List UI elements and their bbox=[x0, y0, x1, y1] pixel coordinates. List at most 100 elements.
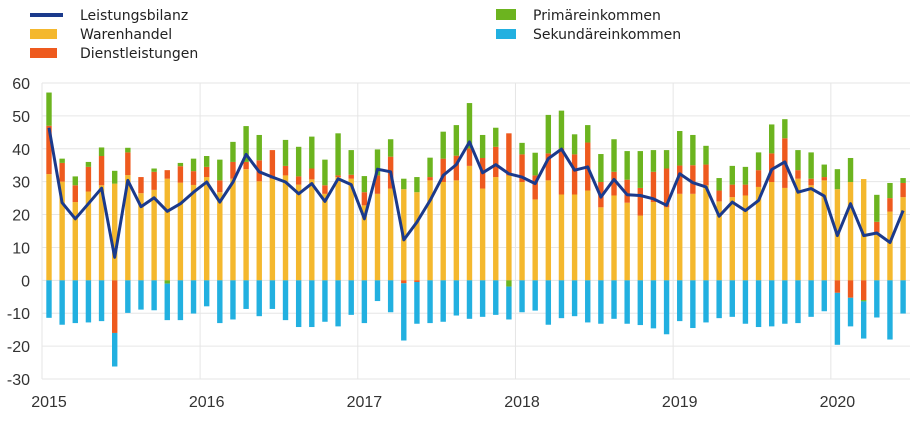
legend-swatch-line bbox=[30, 13, 63, 17]
bar-sekundaereinkommen bbox=[821, 280, 827, 312]
bar-dienstleistungen bbox=[361, 192, 368, 206]
bar-dienstleistungen bbox=[98, 156, 105, 186]
bar-warenhandel bbox=[611, 195, 617, 281]
bar-dienstleistungen bbox=[755, 170, 762, 187]
bar-primaereinkommen bbox=[716, 178, 722, 191]
bar-dienstleistungen bbox=[860, 280, 867, 301]
bar-primaereinkommen bbox=[85, 161, 92, 167]
bar-warenhandel bbox=[177, 182, 184, 281]
bar-dienstleistungen bbox=[177, 166, 184, 183]
bar-primaereinkommen bbox=[900, 178, 906, 183]
bar-dienstleistungen bbox=[269, 150, 276, 179]
bar-sekundaereinkommen bbox=[256, 280, 262, 317]
bar-warenhandel bbox=[466, 165, 473, 281]
bar-dienstleistungen bbox=[716, 190, 722, 202]
legend-label: Dienstleistungen bbox=[80, 46, 198, 62]
bar-warenhandel bbox=[874, 232, 880, 281]
bar-primaereinkommen bbox=[624, 151, 630, 180]
bar-dienstleistungen bbox=[558, 148, 565, 195]
bar-primaereinkommen bbox=[98, 147, 105, 157]
bar-primaereinkommen bbox=[637, 151, 643, 188]
bar-primaereinkommen bbox=[72, 176, 78, 186]
bar-sekundaereinkommen bbox=[782, 280, 788, 324]
bar-warenhandel bbox=[322, 193, 328, 281]
bar-warenhandel bbox=[558, 194, 565, 281]
bar-sekundaereinkommen bbox=[125, 280, 131, 313]
bar-warenhandel bbox=[742, 195, 749, 281]
y-tick-label: 10 bbox=[12, 240, 30, 257]
bar-warenhandel bbox=[138, 193, 144, 281]
bar-dienstleistungen bbox=[322, 185, 328, 194]
bar-warenhandel bbox=[112, 183, 118, 281]
bar-sekundaereinkommen bbox=[138, 280, 144, 310]
bar-dienstleistungen bbox=[440, 158, 446, 182]
bar-warenhandel bbox=[387, 188, 394, 281]
legend-label: Primäreinkommen bbox=[533, 8, 661, 24]
bar-primaereinkommen bbox=[177, 162, 184, 167]
legend-swatch bbox=[30, 48, 57, 58]
bar-warenhandel bbox=[795, 178, 801, 281]
bar-dienstleistungen bbox=[887, 198, 893, 212]
bar-dienstleistungen bbox=[243, 161, 249, 170]
bar-sekundaereinkommen bbox=[900, 280, 906, 314]
bar-dienstleistungen bbox=[729, 184, 735, 198]
bar-sekundaereinkommen bbox=[742, 280, 749, 324]
bar-primaereinkommen bbox=[585, 125, 591, 143]
bar-primaereinkommen bbox=[650, 150, 657, 172]
bar-sekundaereinkommen bbox=[98, 280, 105, 322]
bar-primaereinkommen bbox=[387, 139, 394, 157]
bar-warenhandel bbox=[624, 202, 630, 281]
bar-warenhandel bbox=[427, 180, 433, 281]
bar-primaereinkommen bbox=[282, 139, 289, 166]
bar-primaereinkommen bbox=[493, 127, 499, 147]
x-tick-label: 2018 bbox=[504, 394, 540, 411]
bar-primaereinkommen bbox=[703, 145, 709, 165]
grid bbox=[41, 82, 910, 380]
bar-dienstleistungen bbox=[900, 182, 906, 198]
bar-primaereinkommen bbox=[598, 154, 604, 182]
bar-warenhandel bbox=[440, 181, 446, 281]
bar-warenhandel bbox=[716, 201, 722, 281]
bar-sekundaereinkommen bbox=[230, 280, 236, 320]
y-tick-label: 20 bbox=[12, 208, 30, 225]
bar-primaereinkommen bbox=[545, 114, 552, 154]
bar-sekundaereinkommen bbox=[217, 280, 223, 324]
legend-swatch bbox=[496, 29, 516, 39]
bar-dienstleistungen bbox=[769, 153, 775, 182]
bar-sekundaereinkommen bbox=[335, 280, 341, 327]
bar-primaereinkommen bbox=[755, 152, 762, 171]
bar-dienstleistungen bbox=[217, 180, 223, 193]
bar-primaereinkommen bbox=[571, 134, 578, 155]
bar-primaereinkommen bbox=[335, 133, 341, 176]
bar-primaereinkommen bbox=[677, 131, 683, 166]
bar-dienstleistungen bbox=[690, 165, 696, 194]
bar-sekundaereinkommen bbox=[808, 280, 814, 317]
bar-warenhandel bbox=[151, 189, 157, 281]
bar-warenhandel bbox=[900, 197, 906, 281]
bar-dienstleistungen bbox=[703, 164, 709, 186]
bar-sekundaereinkommen bbox=[453, 280, 460, 316]
bar-warenhandel bbox=[585, 190, 591, 281]
bar-dienstleistungen bbox=[164, 170, 170, 179]
legend-item-sekundaereinkommen: Sekundäreinkommen bbox=[496, 27, 681, 43]
bar-sekundaereinkommen bbox=[269, 280, 276, 309]
bar-sekundaereinkommen bbox=[545, 280, 552, 325]
bar-sekundaereinkommen bbox=[427, 280, 433, 324]
bar-warenhandel bbox=[414, 192, 420, 281]
bar-dienstleistungen bbox=[650, 171, 657, 203]
bar-primaereinkommen bbox=[427, 157, 433, 178]
legend-swatch bbox=[496, 9, 516, 20]
bar-warenhandel bbox=[729, 197, 735, 281]
bar-dienstleistungen bbox=[112, 280, 118, 333]
bar-warenhandel bbox=[217, 192, 223, 281]
bar-dienstleistungen bbox=[847, 280, 854, 298]
x-axis-ticks: 2015 2016 2017 2018 2019 2020 bbox=[31, 394, 855, 411]
bar-dienstleistungen bbox=[59, 162, 65, 182]
bar-dienstleistungen bbox=[834, 280, 841, 293]
bar-sekundaereinkommen bbox=[624, 280, 630, 324]
bar-dienstleistungen bbox=[203, 166, 210, 178]
bar-primaereinkommen bbox=[164, 280, 170, 284]
bar-primaereinkommen bbox=[440, 131, 446, 159]
bar-warenhandel bbox=[230, 178, 236, 281]
